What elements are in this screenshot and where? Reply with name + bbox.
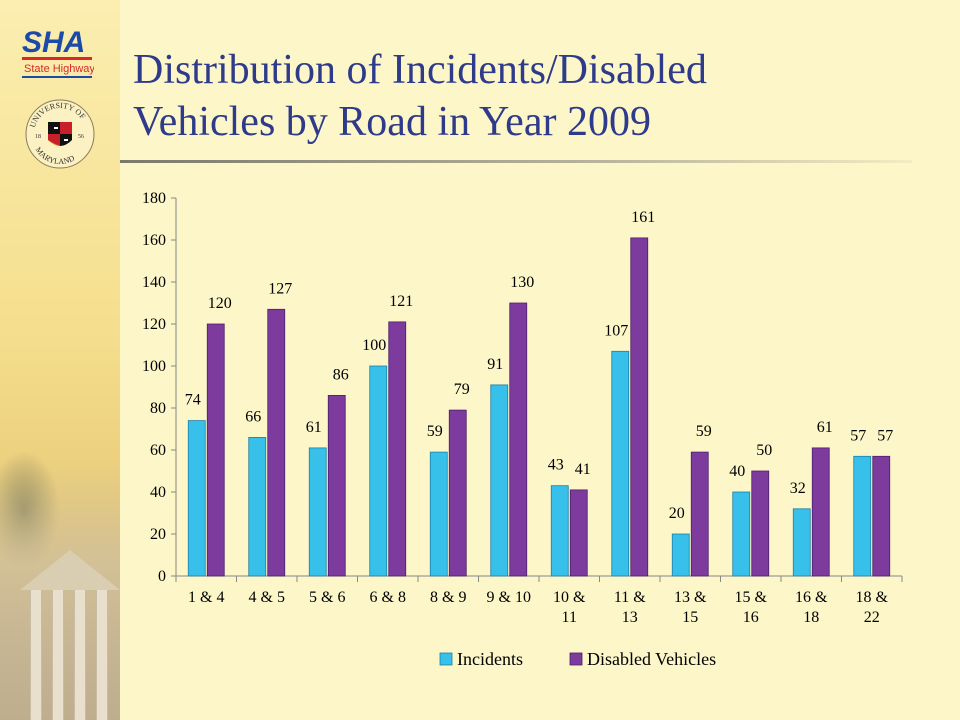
y-tick-label: 160	[142, 232, 166, 249]
chart-area: 0 20 40 60 80 100 120 140 160 180 74 120 1 & 4 66 127 4…	[120, 176, 916, 691]
incidents-data-label: 91	[487, 356, 503, 373]
x-category-label: 5 & 6	[309, 589, 345, 606]
disabled-vehicles-data-label: 86	[333, 366, 349, 383]
disabled-vehicles-bar	[267, 308, 286, 577]
x-category-label: 11	[562, 609, 577, 626]
x-category-label: 18 &	[856, 589, 889, 606]
disabled-vehicles-bar	[690, 451, 709, 577]
disabled-vehicles-data-label: 79	[454, 381, 470, 398]
incidents-data-label: 40	[729, 463, 745, 480]
slide-title-line-2: Vehicles by Road in Year 2009	[133, 99, 651, 145]
disabled-vehicles-bar	[388, 321, 407, 577]
disabled-vehicles-bar	[811, 447, 830, 577]
incidents-data-label: 43	[548, 457, 564, 474]
disabled-vehicles-data-label: 59	[696, 423, 712, 440]
disabled-vehicles-bar	[327, 394, 346, 577]
incidents-data-label: 59	[427, 423, 443, 440]
x-category-label: 18	[803, 609, 819, 626]
incidents-data-label: 32	[790, 480, 806, 497]
disabled-vehicles-bar	[569, 489, 588, 577]
incidents-data-label: 61	[306, 419, 322, 436]
umd-seal-year-right: 56	[78, 134, 84, 140]
incidents-bar	[611, 350, 630, 577]
incidents-data-label: 20	[669, 505, 685, 522]
building-illustration	[0, 460, 120, 720]
x-category-label: 13 &	[674, 589, 707, 606]
disabled-vehicles-data-label: 161	[631, 209, 655, 226]
incidents-bar	[732, 491, 751, 577]
disabled-vehicles-bar	[751, 470, 770, 577]
incidents-bar	[429, 451, 448, 577]
x-category-label: 15 &	[735, 589, 768, 606]
incidents-data-label: 74	[185, 392, 201, 409]
x-category-label: 1 & 4	[188, 589, 224, 606]
disabled-vehicles-bar	[630, 237, 649, 577]
incidents-bar	[490, 384, 509, 577]
incidents-data-label: 107	[604, 322, 628, 339]
y-tick-label: 0	[158, 568, 166, 585]
slide-title-line-1: Distribution of Incidents/Disabled	[133, 47, 707, 93]
sha-logo: SHA State Highway	[22, 26, 94, 78]
legend-swatch-incidents	[439, 652, 453, 666]
umd-seal-year-left: 18	[35, 134, 41, 140]
incidents-bar	[853, 455, 872, 577]
y-tick-label: 100	[142, 358, 166, 375]
incidents-bar	[792, 508, 811, 577]
x-category-label: 9 & 10	[487, 589, 531, 606]
disabled-vehicles-bar	[448, 409, 467, 577]
y-tick-label: 140	[142, 274, 166, 291]
x-category-label: 22	[864, 609, 880, 626]
y-tick-label: 20	[150, 526, 166, 543]
x-category-label: 4 & 5	[249, 589, 285, 606]
incidents-bar	[369, 365, 388, 577]
disabled-vehicles-data-label: 61	[817, 419, 833, 436]
sha-logo-subtext: State Highway	[24, 63, 94, 75]
disabled-vehicles-data-label: 121	[389, 293, 413, 310]
disabled-vehicles-data-label: 41	[575, 461, 591, 478]
y-tick-label: 80	[150, 400, 166, 417]
legend-swatch-disabled-vehicles	[569, 652, 583, 666]
disabled-vehicles-data-label: 120	[208, 295, 232, 312]
x-category-label: 16 &	[795, 589, 828, 606]
y-tick-label: 120	[142, 316, 166, 333]
legend-label-incidents: Incidents	[457, 649, 523, 669]
umd-seal-logo: UNIVERSITY OF MARYLAND 18 56	[25, 99, 95, 169]
legend-label-disabled-vehicles: Disabled Vehicles	[587, 649, 716, 669]
incidents-data-label: 57	[850, 427, 866, 444]
x-category-label: 16	[743, 609, 759, 626]
disabled-vehicles-data-label: 50	[756, 442, 772, 459]
x-category-label: 6 & 8	[370, 589, 406, 606]
y-tick-label: 180	[142, 190, 166, 207]
title-divider	[120, 160, 912, 163]
sha-logo-text: SHA	[22, 26, 85, 59]
incidents-bar	[550, 485, 569, 577]
disabled-vehicles-data-label: 127	[268, 280, 292, 297]
left-decorative-sidebar: SHA State Highway UNIVERSITY OF MARYLAND…	[0, 0, 120, 720]
x-category-label: 13	[622, 609, 638, 626]
incidents-bar	[308, 447, 327, 577]
disabled-vehicles-data-label: 130	[510, 274, 534, 291]
disabled-vehicles-data-label: 57	[877, 427, 893, 444]
maryland-flag-shield	[48, 122, 72, 146]
disabled-vehicles-bar	[206, 323, 225, 577]
incidents-data-label: 100	[362, 337, 386, 354]
x-category-label: 8 & 9	[430, 589, 466, 606]
incidents-bar	[187, 420, 206, 577]
x-category-label: 10 &	[553, 589, 586, 606]
incidents-data-label: 66	[245, 408, 261, 425]
bar-chart: 0 20 40 60 80 100 120 140 160 180 74 120 1 & 4 66 127 4…	[142, 190, 903, 669]
y-tick-label: 40	[150, 484, 166, 501]
y-tick-label: 60	[150, 442, 166, 459]
incidents-bar	[671, 533, 690, 577]
incidents-bar	[248, 436, 267, 577]
disabled-vehicles-bar	[509, 302, 528, 577]
slide-title: Distribution of Incidents/Disabled Vehic…	[133, 44, 933, 148]
disabled-vehicles-bar	[872, 455, 891, 577]
x-category-label: 15	[682, 609, 698, 626]
x-category-label: 11 &	[614, 589, 646, 606]
